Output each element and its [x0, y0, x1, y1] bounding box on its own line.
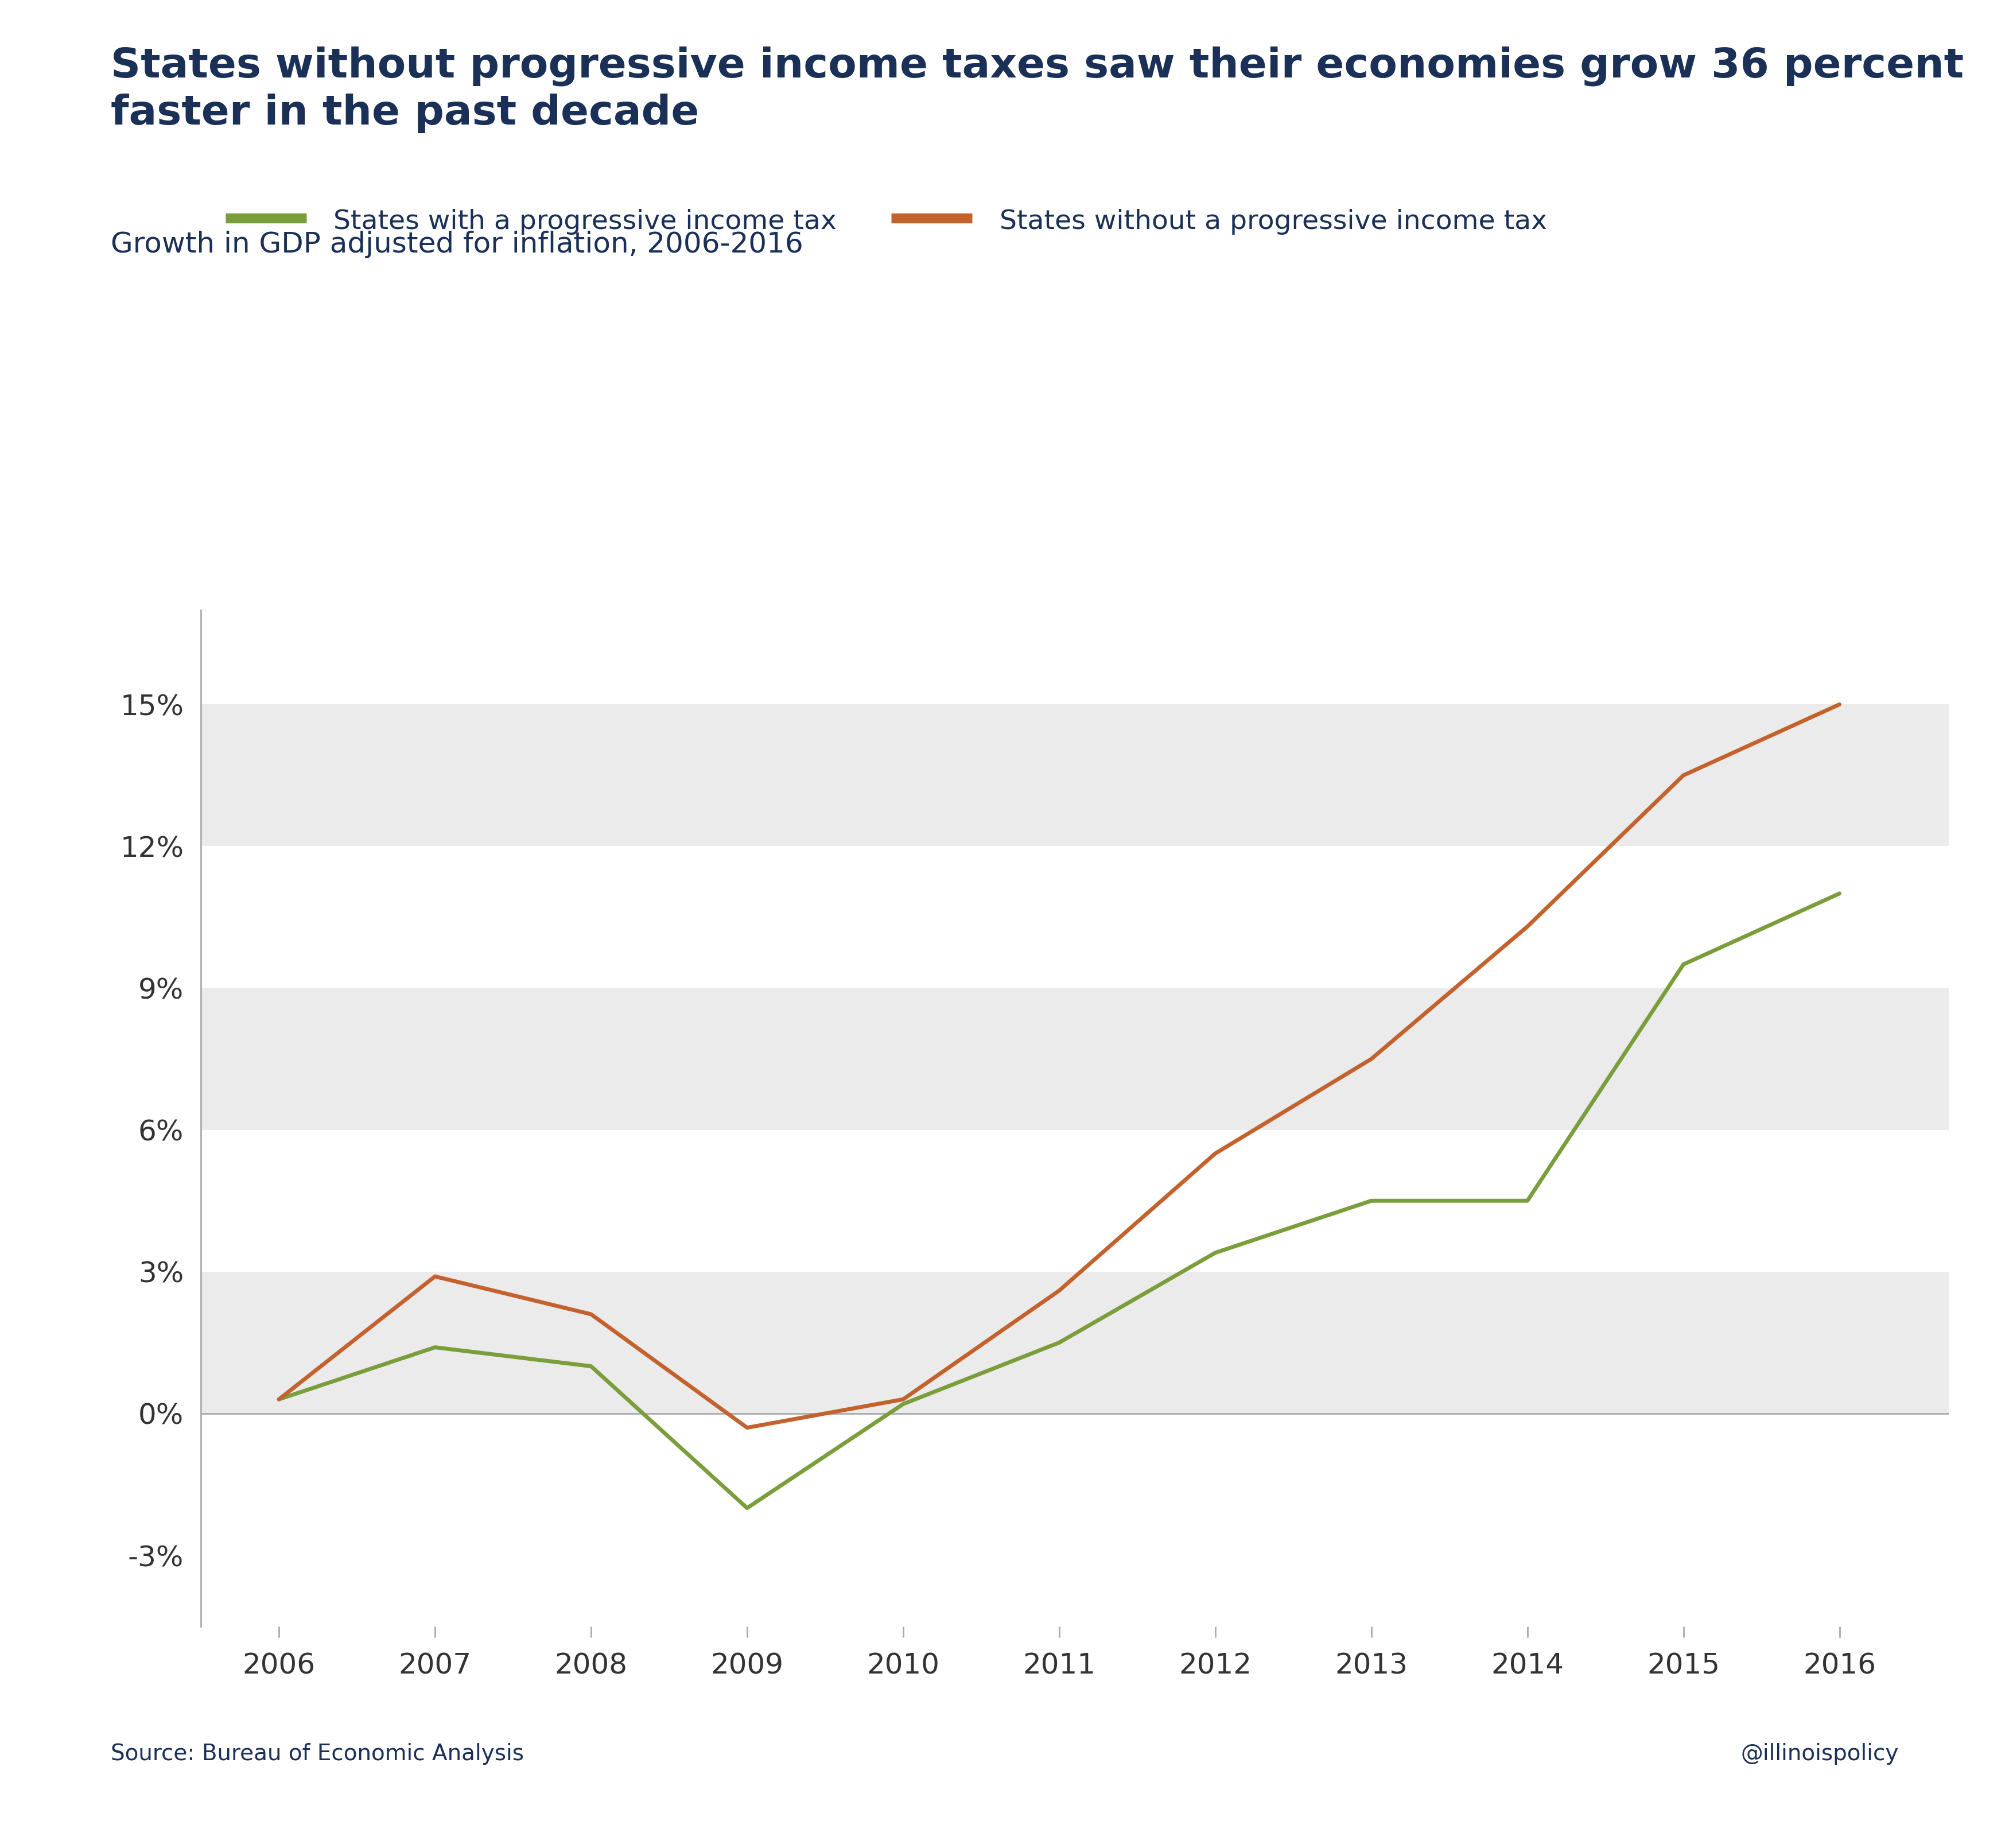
Bar [201, 704, 1949, 846]
Bar [201, 989, 1949, 1129]
Text: Growth in GDP adjusted for inflation, 2006-2016: Growth in GDP adjusted for inflation, 20… [110, 231, 804, 259]
Text: States without progressive income taxes saw their economies grow 36 percent
fast: States without progressive income taxes … [110, 46, 1963, 133]
Text: @illinoispolicy: @illinoispolicy [1740, 1743, 1899, 1765]
Bar [201, 1271, 1949, 1414]
Legend: States with a progressive income tax, States without a progressive income tax: States with a progressive income tax, St… [215, 196, 1557, 246]
Text: Source: Bureau of Economic Analysis: Source: Bureau of Economic Analysis [110, 1743, 524, 1765]
